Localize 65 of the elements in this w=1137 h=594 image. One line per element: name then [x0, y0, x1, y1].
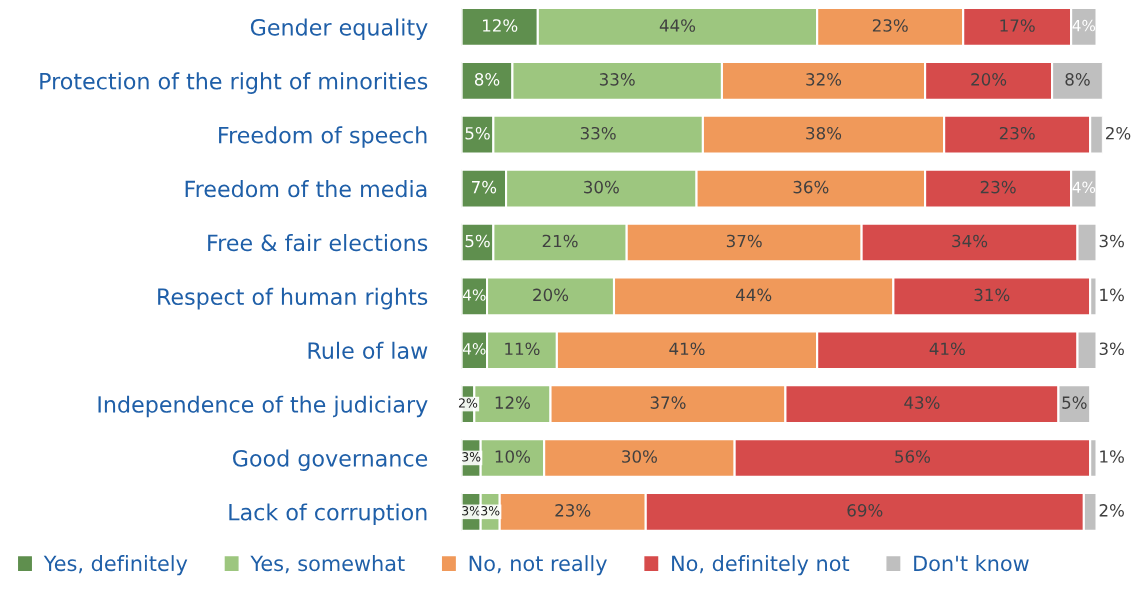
data-label: 7% — [471, 180, 497, 194]
legend-label: Yes, definitely — [43, 555, 188, 576]
data-label: 20% — [533, 288, 569, 302]
data-label: 43% — [904, 396, 940, 409]
data-label: 56% — [895, 450, 931, 463]
data-label: 4% — [462, 289, 486, 301]
data-label: 37% — [726, 234, 762, 248]
data-label: 44% — [735, 288, 772, 302]
y-tick-label: Rule of law — [308, 341, 428, 359]
y-tick-label: Good governance — [233, 449, 428, 472]
y-tick-label: Respect of human rights — [158, 287, 428, 310]
data-label: 17% — [1000, 19, 1035, 32]
data-label: 11% — [505, 342, 540, 356]
legend-label: Yes, somewhat — [250, 555, 405, 574]
data-label: 69% — [847, 504, 883, 517]
data-label: 12% — [495, 396, 531, 409]
data-label: 2% — [458, 398, 478, 408]
y-tick-label: Freedom of speech — [219, 126, 427, 148]
data-label: 8% — [1065, 73, 1090, 86]
data-label: 5% — [1062, 396, 1087, 409]
data-label: 3% — [1099, 234, 1124, 248]
data-label: 1% — [1100, 450, 1124, 463]
data-label: 5% — [465, 126, 490, 140]
data-label: 33% — [599, 73, 635, 86]
data-label: 1% — [1100, 288, 1124, 302]
data-label: 44% — [659, 19, 696, 32]
data-label: 23% — [555, 504, 591, 517]
data-label: 12% — [483, 19, 518, 32]
y-tick-label: Independence of the judiciary — [98, 395, 428, 418]
data-label: 3% — [1099, 342, 1124, 356]
data-label: 21% — [542, 234, 578, 248]
legend-label: No, definitely not — [672, 555, 850, 576]
data-label: 3% — [462, 452, 481, 462]
data-label: 2% — [1099, 504, 1124, 517]
data-label: 20% — [971, 73, 1007, 86]
data-label: 8% — [474, 73, 500, 86]
data-label: 36% — [793, 180, 829, 194]
y-tick-label: Free & fair elections — [208, 234, 428, 252]
data-label: 5% — [465, 234, 490, 248]
y-tick-label: Lack of corruption — [229, 503, 427, 525]
data-label: 23% — [872, 19, 908, 32]
legend-label: No, not really — [469, 555, 607, 576]
data-label: 3% — [462, 505, 481, 516]
y-tick-label: Gender equality — [250, 18, 428, 40]
data-label: 10% — [495, 450, 531, 463]
data-label: 4% — [462, 343, 486, 355]
data-label: 23% — [980, 180, 1016, 194]
data-label: 4% — [1072, 19, 1096, 32]
data-label: 38% — [806, 126, 842, 140]
data-label: 41% — [929, 342, 965, 356]
y-tick-label: Protection of the right of minorities — [40, 72, 428, 94]
data-label: 31% — [974, 288, 1010, 302]
legend-label: Don't know — [914, 555, 1029, 572]
data-label: 30% — [584, 180, 619, 194]
data-label: 32% — [806, 73, 842, 86]
y-tick-label: Freedom of the media — [185, 180, 427, 198]
data-label: 33% — [580, 126, 616, 140]
data-label: 4% — [1072, 181, 1096, 193]
data-label: 30% — [622, 450, 657, 463]
data-label: 41% — [669, 342, 705, 356]
data-label: 34% — [952, 234, 988, 248]
data-label: 37% — [650, 396, 686, 409]
data-label: 2% — [1106, 126, 1131, 140]
data-label: 3% — [481, 505, 500, 516]
data-label: 23% — [999, 126, 1035, 140]
